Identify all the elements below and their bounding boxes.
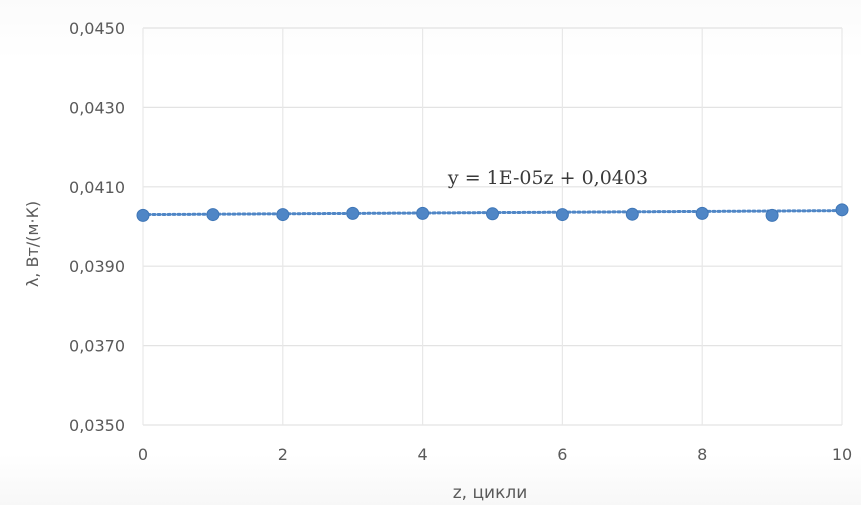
data-point: [136, 208, 150, 222]
y-tick-label: 0,0390: [69, 257, 125, 276]
grid-lines: [142, 27, 843, 426]
y-tick-label: 0,0450: [69, 19, 125, 38]
x-tick-label: 8: [697, 445, 707, 464]
data-point: [835, 203, 849, 217]
trendline-equation: y = 1E-05z + 0,0403: [447, 167, 648, 189]
data-point: [765, 208, 779, 222]
data-point: [276, 208, 290, 222]
x-tick-label: 0: [138, 445, 148, 464]
y-tick-labels: 0,0350 0,0370 0,0390 0,0410 0,0430 0,0450: [69, 19, 125, 435]
x-axis-label: z, цикли: [453, 483, 528, 503]
data-point: [416, 206, 430, 220]
x-tick-labels: 0 2 4 6 8 10: [138, 445, 852, 464]
y-tick-label: 0,0430: [69, 98, 125, 117]
data-point: [206, 208, 220, 222]
data-point: [486, 207, 499, 221]
y-tick-label: 0,0370: [69, 337, 125, 356]
x-tick-label: 10: [832, 445, 852, 464]
y-axis-label: λ, Вт/(м·К): [23, 201, 42, 287]
x-tick-label: 6: [557, 445, 567, 464]
y-tick-label: 0,0350: [69, 416, 125, 435]
x-tick-label: 4: [418, 445, 428, 464]
y-tick-label: 0,0410: [69, 178, 125, 197]
data-points: [136, 203, 849, 222]
data-point: [346, 206, 360, 220]
data-point: [695, 206, 709, 220]
data-point: [625, 207, 639, 221]
data-point: [555, 208, 569, 222]
x-tick-label: 2: [278, 445, 288, 464]
